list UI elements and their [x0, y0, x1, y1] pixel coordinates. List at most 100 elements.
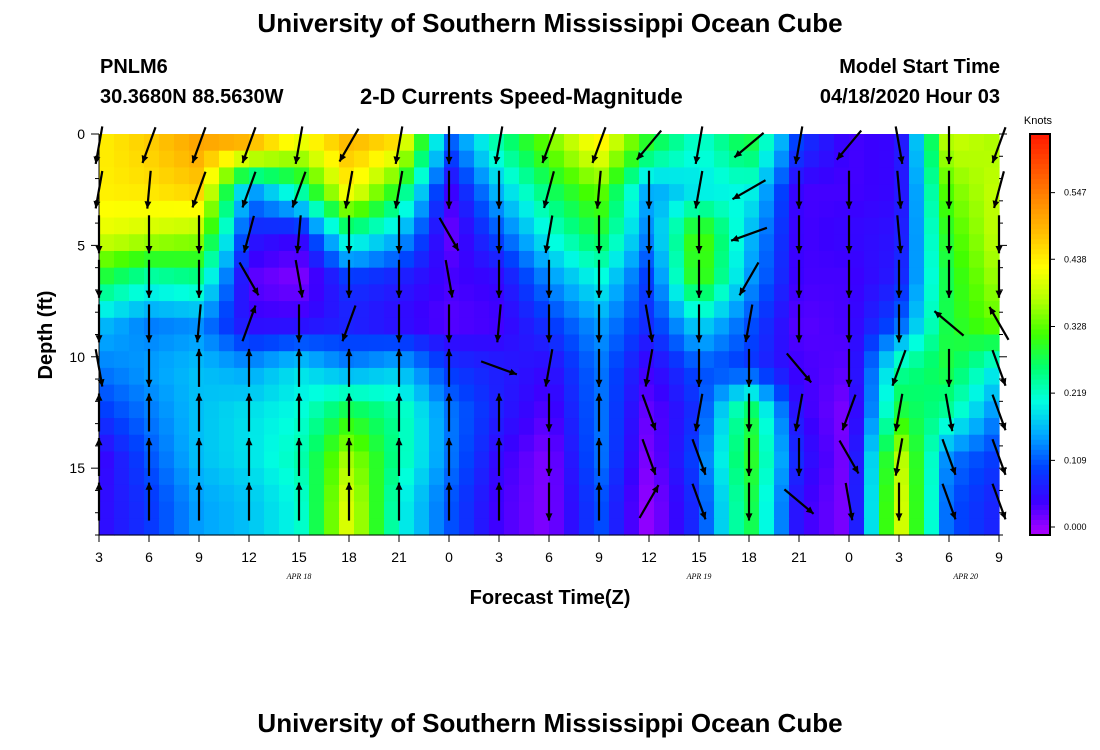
- colorbar-segment: [1030, 399, 1050, 406]
- heatmap-cell: [174, 134, 190, 152]
- x-tick-label: 15: [291, 549, 307, 565]
- heatmap-cell: [654, 150, 670, 169]
- heatmap-cell: [879, 518, 895, 536]
- heatmap-cell: [564, 501, 580, 519]
- heatmap-cell: [264, 301, 280, 319]
- colorbar-segment: [1030, 394, 1050, 401]
- heatmap-cell: [624, 317, 640, 336]
- current-vector: [493, 126, 504, 165]
- heatmap-cell: [699, 301, 715, 319]
- heatmap-cell: [354, 200, 370, 219]
- heatmap-cell: [114, 150, 130, 169]
- current-vector: [445, 393, 453, 432]
- heatmap-cell: [624, 468, 640, 486]
- heatmap-cell: [114, 250, 130, 269]
- vector-head: [345, 482, 353, 490]
- heatmap-cell: [189, 451, 205, 469]
- current-vector: [295, 438, 303, 476]
- heatmap-cell: [174, 250, 190, 269]
- heatmap-cell: [774, 167, 790, 185]
- heatmap-cell: [729, 451, 745, 469]
- colorbar-segment: [1030, 369, 1050, 376]
- heatmap-cell: [759, 468, 775, 486]
- heatmap-cell: [969, 200, 985, 219]
- heatmap-cell: [219, 134, 235, 152]
- heatmap-cell: [174, 167, 190, 185]
- heatmap-cell: [369, 367, 385, 386]
- heatmap-cell: [294, 184, 310, 202]
- heatmap-cell: [504, 317, 520, 336]
- vector-head: [493, 156, 501, 164]
- heatmap-cell: [714, 184, 730, 202]
- heatmap-cell: [894, 267, 910, 285]
- current-vector: [591, 126, 607, 164]
- heatmap-cell: [564, 301, 580, 319]
- heatmap-cell: [819, 301, 835, 319]
- heatmap-cell: [534, 217, 550, 235]
- heatmap-cell: [384, 267, 400, 285]
- heatmap-cell: [324, 384, 340, 402]
- heatmap-cell: [579, 301, 595, 319]
- current-vector: [545, 482, 553, 521]
- heatmap-cell: [879, 217, 895, 235]
- heatmap-cell: [849, 301, 865, 319]
- heatmap-cell: [369, 384, 385, 402]
- current-vector: [195, 259, 203, 298]
- heatmap-cell: [384, 451, 400, 469]
- current-vector: [345, 482, 353, 521]
- vector-head: [141, 155, 149, 163]
- heatmap-cell: [414, 250, 430, 269]
- heatmap-cell: [219, 501, 235, 519]
- heatmap-cell: [714, 367, 730, 386]
- heatmap-cell: [249, 267, 265, 285]
- heatmap-cell: [339, 367, 355, 386]
- heatmap-cell: [549, 217, 565, 235]
- heatmap-cell: [564, 167, 580, 185]
- heatmap-cell: [639, 150, 655, 169]
- heatmap-cell: [429, 167, 445, 185]
- colorbar-segment: [1030, 204, 1050, 210]
- vector-head: [739, 287, 747, 296]
- heatmap-cell: [309, 217, 325, 235]
- heatmap-cell: [744, 484, 760, 503]
- heatmap-cell: [354, 150, 370, 169]
- heatmap-cell: [324, 451, 340, 469]
- heatmap-cell: [849, 351, 865, 369]
- heatmap-cell: [609, 401, 625, 419]
- heatmap-cell: [159, 401, 175, 419]
- current-vector: [991, 349, 1007, 387]
- colorbar-segment: [1030, 274, 1050, 280]
- heatmap-cell: [144, 334, 160, 352]
- heatmap-cell: [129, 184, 145, 202]
- heatmap-cell: [279, 200, 295, 219]
- colorbar-segment: [1030, 324, 1050, 331]
- heatmap-cell: [984, 234, 1000, 252]
- vector-head: [992, 200, 1000, 208]
- heatmap-cell: [969, 184, 985, 202]
- current-vector: [891, 349, 907, 387]
- heatmap-cell: [834, 468, 850, 486]
- colorbar-segment: [1030, 234, 1050, 240]
- colorbar-segment: [1030, 309, 1050, 316]
- colorbar-segment: [1030, 494, 1050, 501]
- heatmap-cell: [789, 217, 805, 235]
- heatmap-cell: [669, 434, 685, 453]
- heatmap-cell: [684, 267, 700, 285]
- heatmap-cell: [264, 250, 280, 269]
- heatmap-cell: [804, 468, 820, 486]
- heatmap-cell: [834, 367, 850, 386]
- heatmap-cell: [249, 334, 265, 352]
- heatmap-cell: [204, 518, 220, 536]
- heatmap-cell: [699, 518, 715, 536]
- current-vector: [545, 304, 553, 343]
- heatmap-cell: [339, 518, 355, 536]
- heatmap-cell: [609, 484, 625, 503]
- heatmap-cell: [504, 501, 520, 519]
- current-vector: [395, 259, 403, 298]
- current-vector: [545, 438, 553, 476]
- heatmap-cell: [909, 301, 925, 319]
- heatmap-cell: [729, 267, 745, 285]
- date-label: APR 18: [286, 572, 312, 581]
- heatmap-cell: [219, 217, 235, 235]
- vector-head: [945, 379, 953, 387]
